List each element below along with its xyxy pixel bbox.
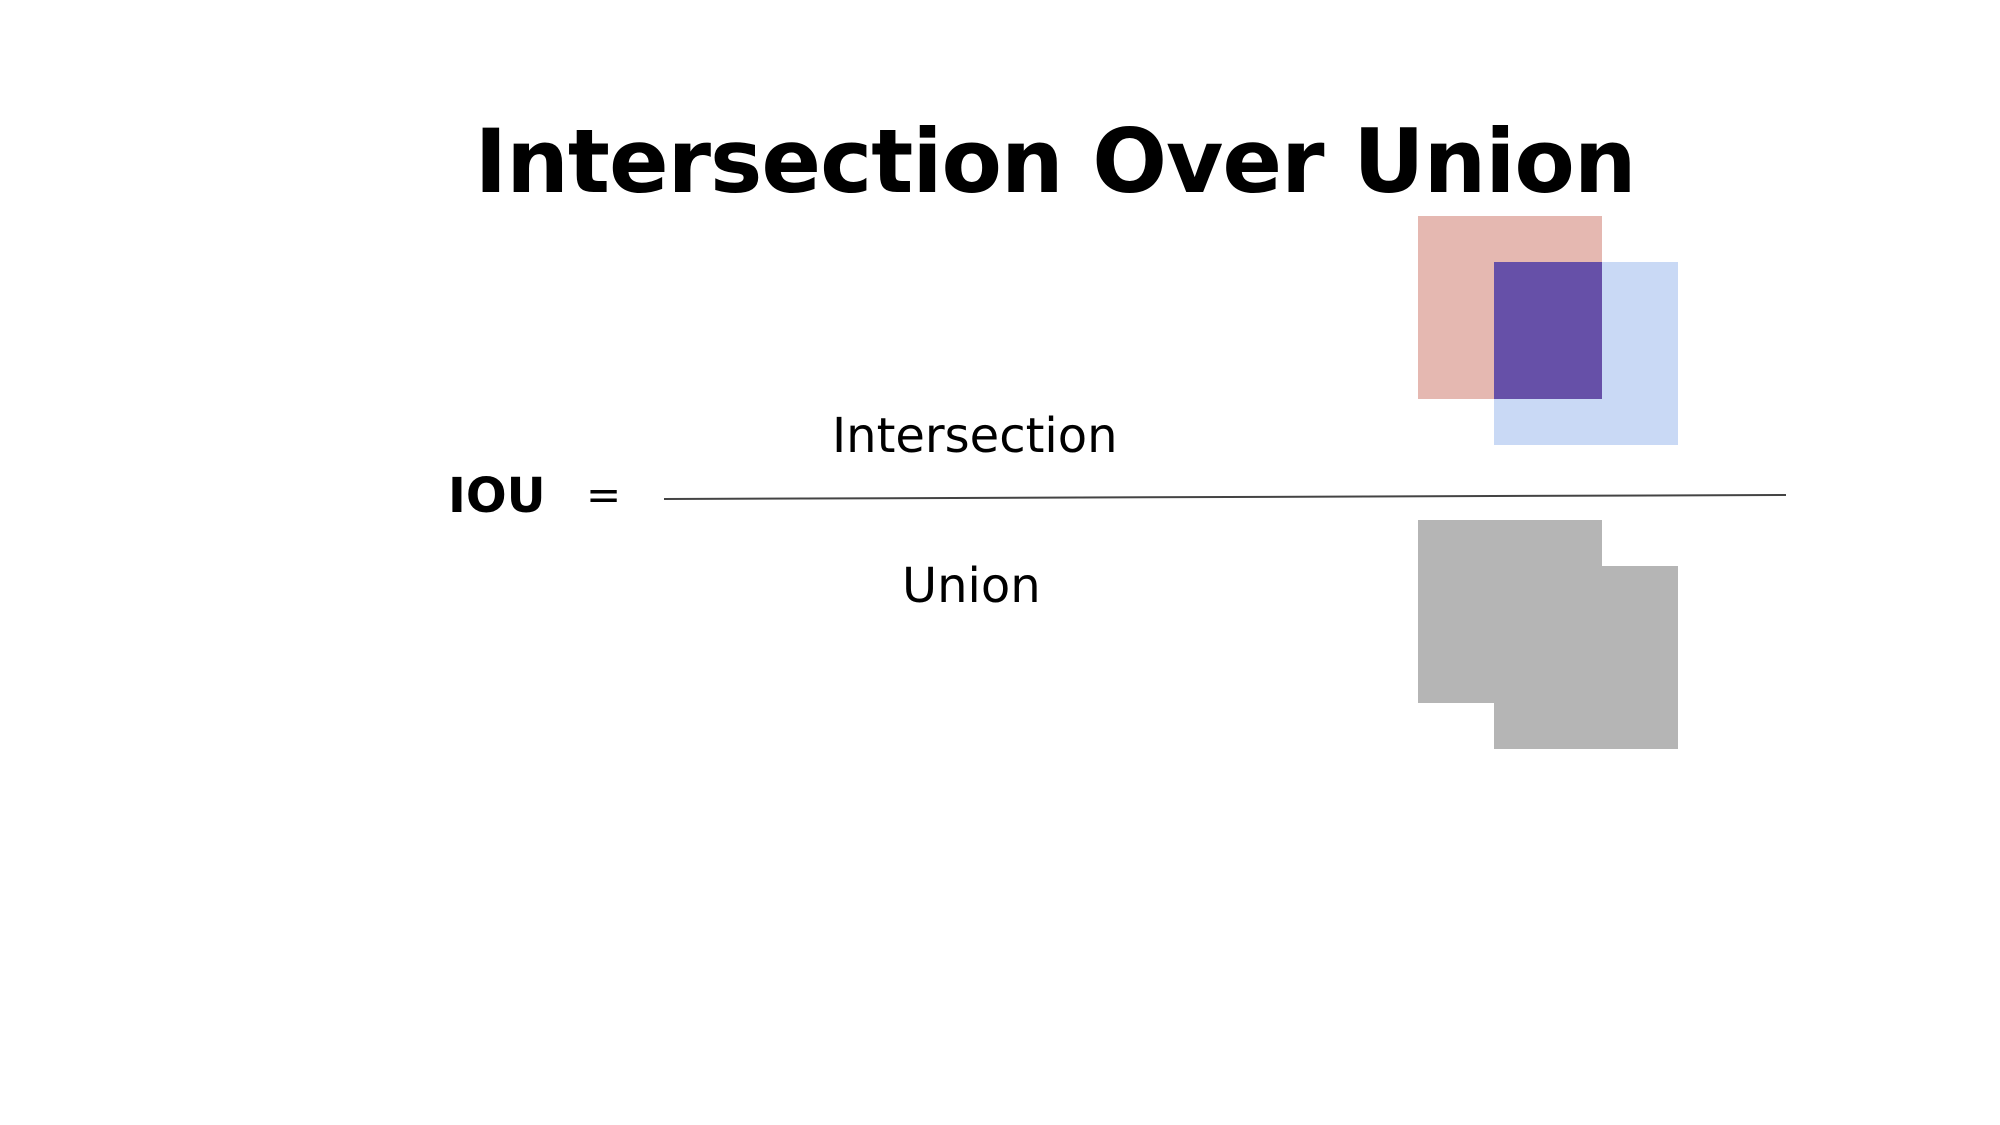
iou-label: IOU — [448, 468, 546, 524]
fraction-line-stroke — [663, 494, 1787, 500]
denominator-label: Union — [902, 558, 1041, 614]
numerator-label: Intersection — [832, 408, 1118, 464]
equals-sign: = — [586, 470, 622, 519]
intersection-area — [1494, 262, 1602, 399]
slide-title: Intersection Over Union — [474, 110, 1636, 213]
union-area-part-b — [1494, 566, 1678, 749]
